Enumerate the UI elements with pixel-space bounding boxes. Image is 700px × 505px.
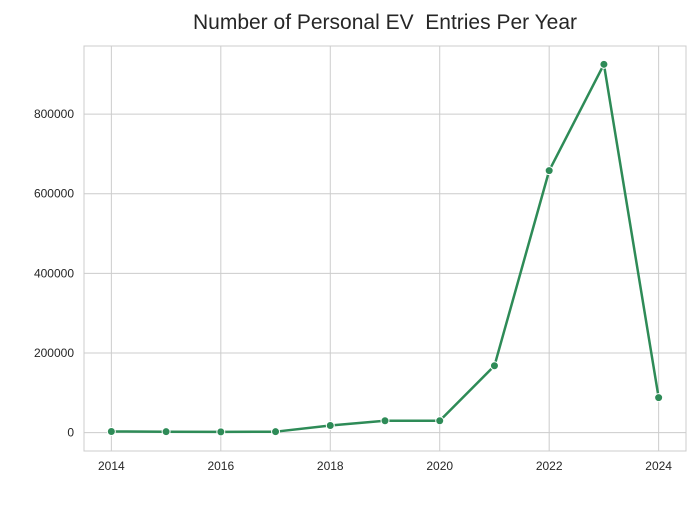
data-point — [216, 427, 226, 437]
data-point — [380, 416, 390, 426]
x-tick-label: 2022 — [536, 459, 563, 473]
x-tick-label: 2014 — [98, 459, 125, 473]
plot-area-border — [83, 45, 687, 452]
series-group — [106, 59, 664, 437]
data-point — [544, 166, 554, 176]
plot-frame — [83, 45, 687, 452]
data-point — [654, 393, 664, 403]
x-tick-label: 2024 — [645, 459, 672, 473]
grid-lines — [84, 46, 686, 451]
y-tick-label: 800000 — [34, 107, 74, 121]
data-point — [106, 426, 116, 436]
series-line — [110, 63, 660, 434]
data-point — [271, 427, 281, 437]
data-point — [435, 416, 445, 426]
y-tick-label: 600000 — [34, 187, 74, 201]
y-tick-label: 0 — [67, 426, 74, 440]
y-tick-label: 400000 — [34, 266, 74, 280]
chart-title: Number of Personal EV Entries Per Year — [192, 11, 578, 34]
data-point — [599, 59, 609, 69]
data-point — [161, 427, 171, 437]
x-tick-label: 2020 — [426, 459, 453, 473]
axis-ticks: 2014 2016 2018 2020 2022 2024 0 200000 400000 600… — [34, 107, 672, 473]
x-tick-label: 2016 — [207, 459, 234, 473]
data-point — [325, 421, 335, 431]
data-point — [489, 361, 499, 371]
y-tick-label: 200000 — [34, 346, 74, 360]
x-tick-label: 2018 — [317, 459, 344, 473]
